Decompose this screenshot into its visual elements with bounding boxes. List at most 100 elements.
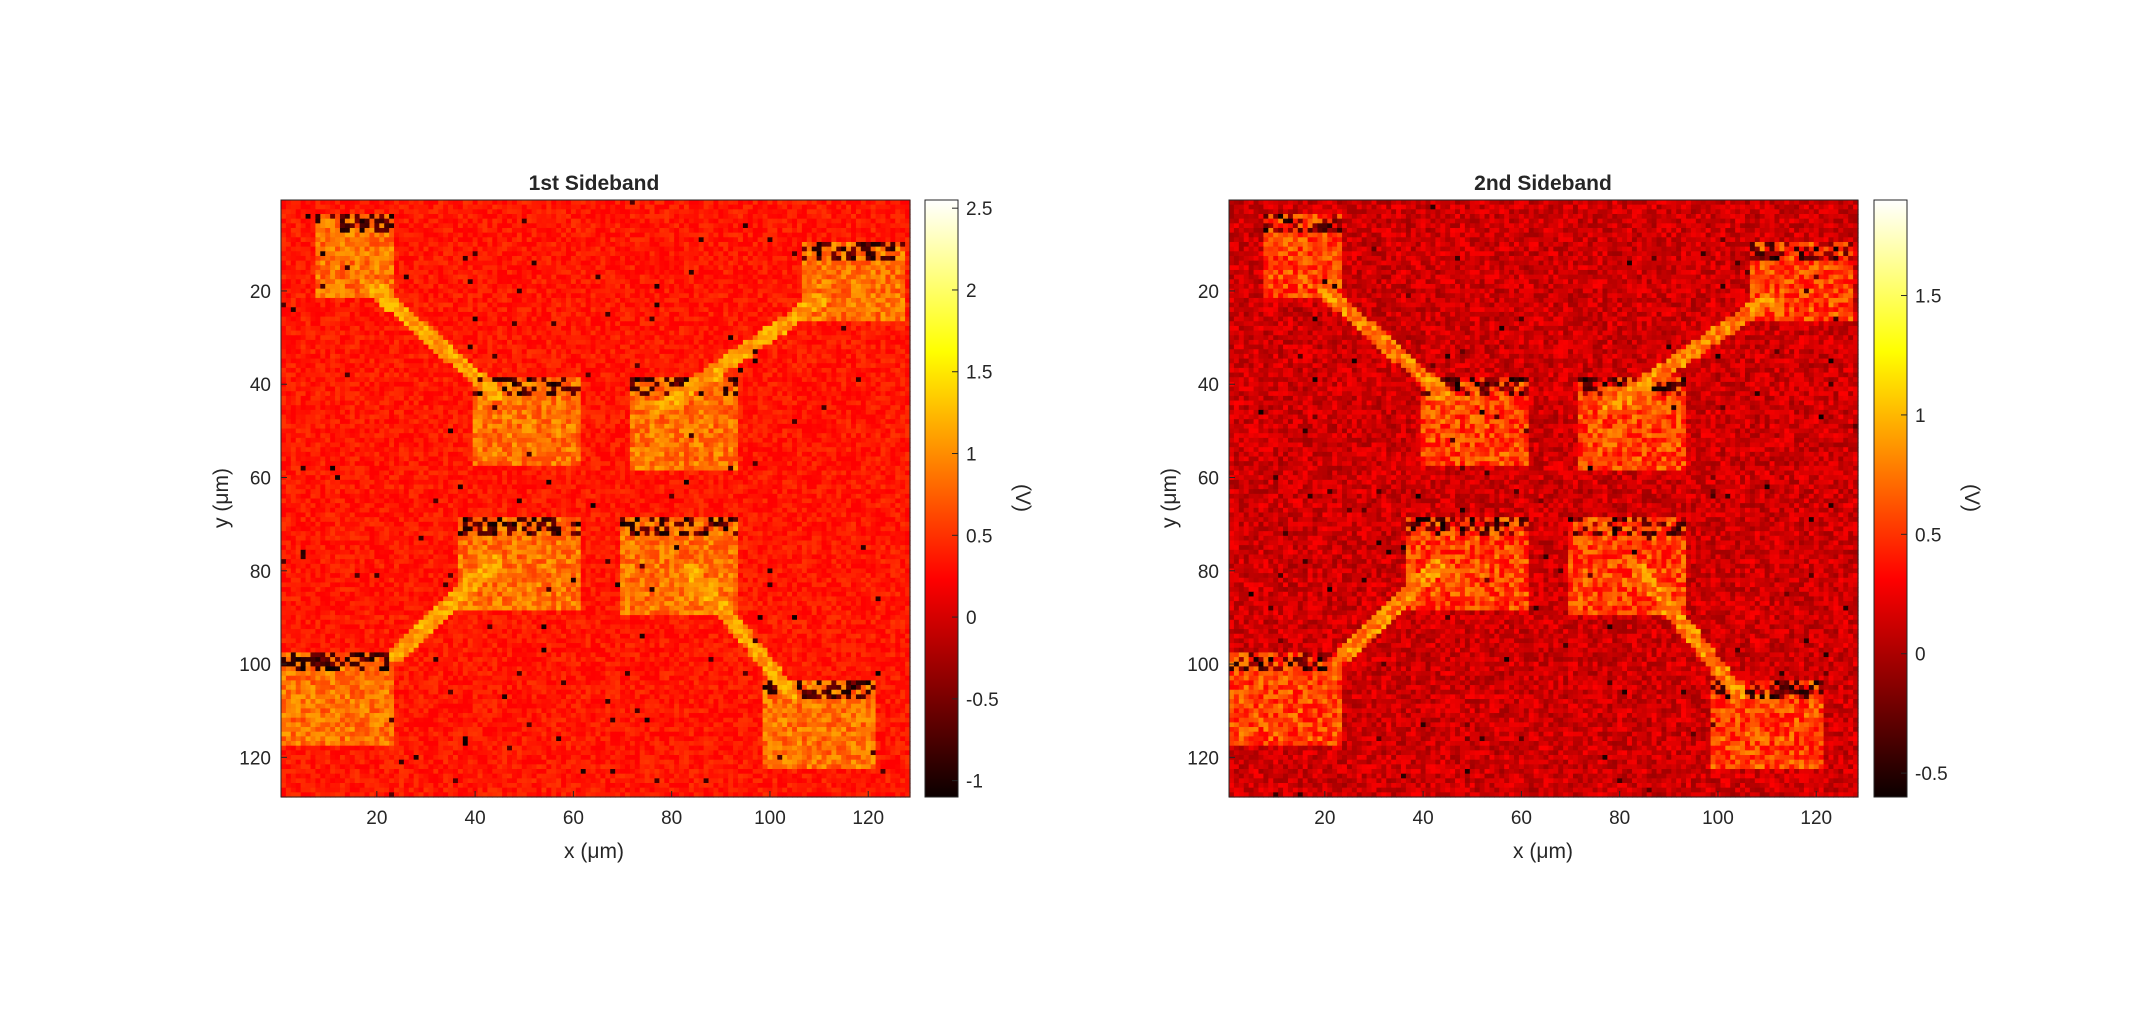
heatmap-cell — [679, 242, 685, 247]
heatmap-cell — [600, 261, 606, 266]
heatmap-cell — [546, 289, 552, 294]
heatmap-cell — [817, 237, 823, 242]
heatmap-cell — [458, 205, 464, 210]
heatmap-cell — [753, 279, 759, 284]
heatmap-cell — [463, 242, 469, 247]
heatmap-cell — [482, 205, 488, 210]
heatmap-cell — [443, 200, 449, 205]
heatmap-cell — [807, 233, 813, 238]
heatmap-cell — [900, 200, 906, 205]
heatmap-cell — [600, 289, 606, 294]
heatmap-cell — [537, 219, 543, 224]
heatmap-cell — [576, 251, 582, 256]
heatmap-cell — [782, 261, 788, 266]
heatmap-cell — [360, 293, 366, 298]
heatmap-cell — [895, 265, 901, 270]
heatmap-cell — [615, 289, 621, 294]
heatmap-cell — [389, 242, 395, 247]
heatmap-cell — [310, 256, 316, 261]
heatmap-cell — [709, 200, 715, 205]
heatmap-cell — [807, 270, 813, 275]
heatmap-cell — [561, 275, 567, 280]
heatmap-cell — [871, 265, 877, 270]
heatmap-cell — [433, 289, 439, 294]
heatmap-cell — [831, 200, 837, 205]
heatmap-cell — [551, 247, 557, 252]
heatmap-cell — [650, 219, 656, 224]
heatmap-cell — [463, 237, 469, 242]
heatmap-cell — [296, 261, 302, 266]
heatmap-cell — [748, 256, 754, 261]
heatmap-cell — [428, 261, 434, 266]
heatmap-cell — [669, 228, 675, 233]
heatmap-cell — [718, 214, 724, 219]
heatmap-cell — [438, 275, 444, 280]
heatmap-cell — [822, 265, 828, 270]
heatmap-cell — [659, 256, 665, 261]
heatmap-cell — [591, 247, 597, 252]
heatmap-cell — [433, 261, 439, 266]
heatmap-cell — [674, 289, 680, 294]
heatmap-cell — [320, 200, 326, 205]
heatmap-cell — [645, 261, 651, 266]
heatmap-cell — [871, 261, 877, 266]
heatmap-cell — [561, 242, 567, 247]
heatmap-cell — [817, 214, 823, 219]
heatmap-cell — [684, 205, 690, 210]
heatmap-cell — [315, 219, 321, 224]
heatmap-cell — [443, 270, 449, 275]
heatmap-cell — [777, 247, 783, 252]
heatmap-cell — [394, 223, 400, 228]
heatmap-cell — [458, 219, 464, 224]
heatmap-cell — [320, 209, 326, 214]
heatmap-cell — [713, 251, 719, 256]
heatmap-cell — [620, 233, 626, 238]
heatmap-cell — [478, 247, 484, 252]
heatmap-cell — [286, 261, 292, 266]
heatmap-cell — [438, 251, 444, 256]
heatmap-cell — [654, 214, 660, 219]
heatmap-cell — [591, 293, 597, 298]
heatmap-cell — [320, 247, 326, 252]
heatmap-cell — [669, 205, 675, 210]
heatmap-cell — [699, 265, 705, 270]
heatmap-cell — [866, 242, 872, 247]
heatmap-cell — [743, 228, 749, 233]
heatmap-cell — [443, 237, 449, 242]
heatmap-cell — [772, 214, 778, 219]
heatmap-cell — [468, 275, 474, 280]
heatmap-cell — [291, 265, 297, 270]
heatmap-cell — [335, 228, 341, 233]
heatmap-cell — [296, 228, 302, 233]
heatmap-cell — [777, 237, 783, 242]
heatmap-cell — [541, 270, 547, 275]
heatmap-cell — [822, 228, 828, 233]
heatmap-cell — [571, 251, 577, 256]
heatmap-cell — [438, 219, 444, 224]
heatmap-cell — [404, 219, 410, 224]
heatmap-cell — [767, 219, 773, 224]
heatmap-cell — [895, 242, 901, 247]
heatmap-cell — [684, 242, 690, 247]
heatmap-cell — [586, 289, 592, 294]
heatmap-cell — [674, 205, 680, 210]
heatmap-cell — [846, 270, 852, 275]
heatmap-cell — [684, 270, 690, 275]
heatmap-cell — [502, 275, 508, 280]
heatmap-cell — [650, 223, 656, 228]
heatmap-cell — [876, 275, 882, 280]
heatmap-cell — [822, 200, 828, 205]
heatmap-cell — [723, 265, 729, 270]
heatmap-cell — [728, 275, 734, 280]
heatmap-cell — [537, 209, 543, 214]
heatmap-cell — [728, 289, 734, 294]
heatmap-cell — [900, 256, 906, 261]
heatmap-cell — [871, 275, 877, 280]
heatmap-cell — [596, 233, 602, 238]
heatmap-cell — [296, 247, 302, 252]
heatmap-cell — [699, 251, 705, 256]
heatmap-cell — [315, 261, 321, 266]
heatmap-cell — [532, 275, 538, 280]
heatmap-cell — [807, 256, 813, 261]
heatmap-cell — [856, 256, 862, 261]
